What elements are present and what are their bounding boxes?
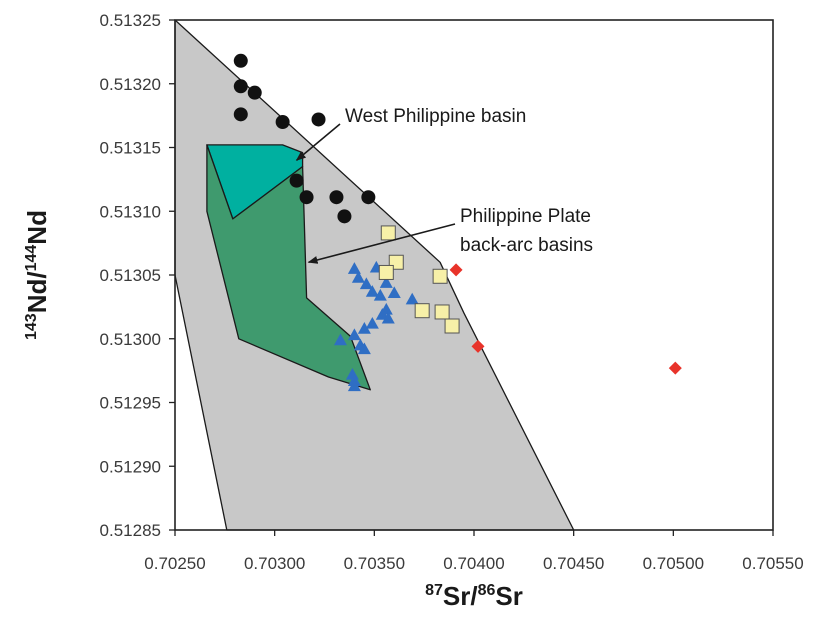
- y-tick-label-4: 0.51300: [100, 330, 161, 349]
- circle-point-6: [311, 112, 326, 127]
- x-axis-title-sup-1: 87: [425, 582, 443, 599]
- x-axis-ticks: 0.70250 0.70300 0.70350 0.70400 0.70450 0.705…: [144, 530, 804, 573]
- circle-point-4: [233, 107, 248, 122]
- annotation-arrow-west-philippine: [295, 123, 341, 161]
- diamond-point-3: [668, 361, 682, 375]
- triangle-point-21: [347, 379, 361, 392]
- triangle-point-11: [365, 316, 379, 329]
- x-tick-label-4: 0.70400: [443, 554, 504, 573]
- triangle-point-6: [365, 285, 379, 297]
- triangle-point-3: [351, 271, 365, 283]
- circle-point-2: [233, 79, 248, 94]
- circle-point-3: [247, 85, 262, 100]
- y-tick-label-7: 0.51315: [100, 139, 161, 158]
- triangle-point-9: [405, 292, 419, 305]
- circle-point-11: [361, 190, 376, 205]
- y-tick-label-8: 0.51320: [100, 75, 161, 94]
- circle-point-5: [275, 115, 290, 129]
- circle-point-10: [337, 209, 352, 224]
- circle-point-8: [299, 190, 314, 205]
- circle-point-9: [329, 190, 344, 205]
- annotation-philippine-plate: Philippine Plate: [460, 206, 591, 227]
- y-axis-title-base-1: Nd/: [22, 271, 52, 313]
- y-axis-title-sup-1: 143: [23, 313, 40, 340]
- y-tick-label-3: 0.51295: [100, 394, 161, 413]
- x-tick-label-5: 0.70450: [543, 554, 604, 573]
- x-tick-label-6: 0.70500: [643, 554, 704, 573]
- annotation-back-arc-basins: back-arc basins: [460, 235, 593, 256]
- x-axis-title: 87Sr/86Sr: [425, 581, 523, 611]
- plot-regions: [174, 19, 575, 531]
- annotation-arrow-back-arc: [307, 223, 456, 264]
- circle-point-1: [233, 53, 248, 68]
- x-tick-label-3: 0.70350: [344, 554, 405, 573]
- circle-point-7: [289, 173, 304, 188]
- x-tick-label-1: 0.70250: [144, 554, 205, 573]
- x-axis-title-base-1: Sr/: [443, 581, 478, 611]
- triangle-point-4: [359, 277, 373, 290]
- y-tick-label-2: 0.51290: [100, 457, 161, 476]
- plot-markers: [233, 53, 682, 392]
- triangle-point-7: [373, 288, 387, 301]
- y-tick-label-1: 0.51285: [100, 521, 161, 540]
- y-axis-title-sup-2: 144: [23, 245, 40, 272]
- triangle-point-14: [381, 311, 395, 324]
- triangle-point-5: [379, 276, 393, 288]
- square-point-4: [432, 268, 448, 284]
- annotations: West Philippine basin Philippine Plate b…: [295, 106, 593, 264]
- triangle-point-12: [357, 322, 371, 334]
- y-tick-label-9: 0.51325: [100, 11, 161, 30]
- y-tick-label-6: 0.51310: [100, 202, 161, 221]
- square-point-7: [444, 318, 460, 334]
- region-back-arc: [206, 144, 371, 391]
- x-tick-label-2: 0.70300: [244, 554, 305, 573]
- triangle-point-15: [347, 328, 361, 341]
- x-axis-title-base-2: Sr: [495, 581, 522, 611]
- y-axis-ticks: 0.51285 0.51290 0.51295 0.51300 0.51305 0.513…: [100, 11, 175, 540]
- square-point-1: [380, 225, 396, 241]
- triangle-point-18: [357, 342, 371, 355]
- square-point-5: [414, 303, 430, 319]
- diamond-point-1: [449, 263, 463, 277]
- triangle-point-16: [333, 333, 347, 346]
- annotation-west-philippine-basin: West Philippine basin: [345, 106, 526, 127]
- diamond-point-2: [471, 339, 485, 353]
- x-tick-label-7: 0.70550: [742, 554, 803, 573]
- triangle-point-1: [347, 262, 361, 274]
- square-point-6: [434, 304, 450, 320]
- square-point-3: [378, 264, 394, 280]
- y-axis-title: 143Nd/144Nd: [22, 210, 52, 340]
- y-axis-title-base-2: Nd: [22, 210, 52, 245]
- x-axis-title-sup-2: 86: [478, 582, 496, 599]
- triangle-point-8: [387, 286, 401, 299]
- y-tick-label-5: 0.51305: [100, 266, 161, 285]
